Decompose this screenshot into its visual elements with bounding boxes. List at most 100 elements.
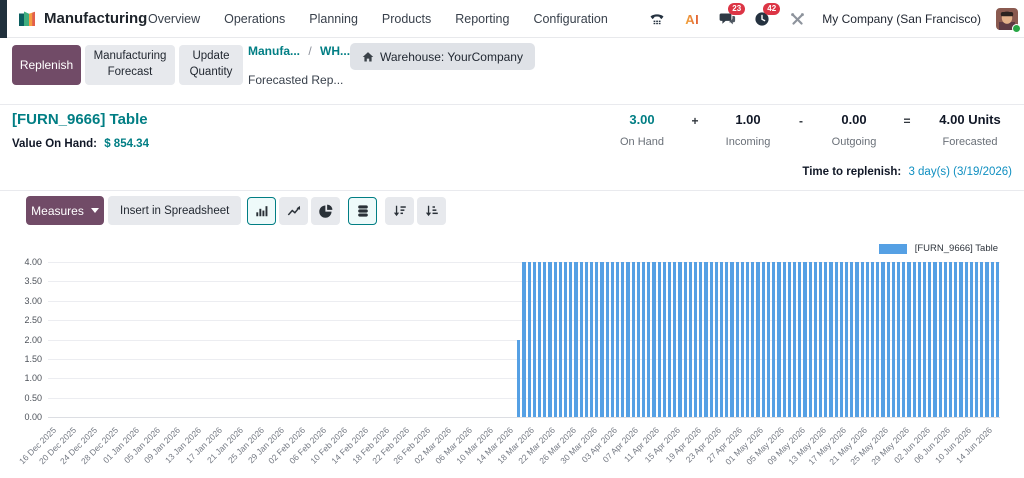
bar[interactable]: [766, 262, 771, 417]
bar[interactable]: [574, 262, 578, 417]
bar[interactable]: [527, 262, 531, 417]
activities-clock-icon[interactable]: 42: [752, 3, 781, 28]
bar[interactable]: [720, 262, 724, 417]
bar[interactable]: [694, 262, 698, 417]
bar[interactable]: [824, 262, 828, 417]
bar[interactable]: [943, 262, 947, 417]
bar[interactable]: [673, 262, 677, 417]
bar[interactable]: [912, 262, 916, 417]
nav-item-planning[interactable]: Planning: [309, 12, 358, 26]
bar[interactable]: [969, 262, 973, 417]
bar[interactable]: [761, 262, 765, 417]
bar[interactable]: [662, 262, 667, 417]
sort-ascending-button[interactable]: [417, 196, 447, 225]
bar[interactable]: [980, 262, 984, 417]
bar[interactable]: [782, 262, 786, 417]
nav-item-configuration[interactable]: Configuration: [533, 12, 608, 26]
bar[interactable]: [657, 262, 661, 417]
product-title[interactable]: [FURN_9666] Table: [12, 111, 148, 128]
bar[interactable]: [896, 262, 901, 417]
bar[interactable]: [881, 262, 885, 417]
bar[interactable]: [907, 262, 911, 417]
bar[interactable]: [621, 262, 625, 417]
nav-item-reporting[interactable]: Reporting: [455, 12, 510, 26]
bar[interactable]: [756, 262, 760, 417]
bar[interactable]: [808, 262, 812, 417]
bar[interactable]: [995, 262, 999, 417]
time-to-replenish-link[interactable]: 3 day(s) (3/19/2026): [908, 166, 1012, 178]
measures-button[interactable]: Measures: [26, 196, 104, 225]
bar[interactable]: [792, 262, 797, 417]
bar[interactable]: [834, 262, 838, 417]
bar[interactable]: [985, 262, 989, 417]
bar[interactable]: [709, 262, 713, 417]
bar[interactable]: [543, 262, 547, 417]
bar[interactable]: [777, 262, 781, 417]
manufacturing-forecast-button[interactable]: Manufacturing Forecast: [85, 45, 175, 85]
bar[interactable]: [683, 262, 687, 417]
bar[interactable]: [974, 262, 979, 417]
bar[interactable]: [954, 262, 958, 417]
nav-item-operations[interactable]: Operations: [224, 12, 286, 26]
bar[interactable]: [772, 262, 776, 417]
manufacturing-app-icon[interactable]: [16, 8, 38, 30]
bar[interactable]: [584, 262, 589, 417]
bar[interactable]: [855, 262, 859, 417]
replenish-button[interactable]: Replenish: [12, 45, 81, 85]
bar[interactable]: [870, 262, 875, 417]
bar[interactable]: [537, 262, 542, 417]
bar[interactable]: [553, 262, 557, 417]
bar[interactable]: [922, 262, 927, 417]
outgoing-value[interactable]: 0.00: [841, 112, 867, 127]
bar[interactable]: [668, 262, 672, 417]
bar[interactable]: [813, 262, 817, 417]
line-chart-button[interactable]: [279, 196, 309, 225]
bar[interactable]: [746, 262, 750, 417]
bar[interactable]: [959, 262, 963, 417]
bar[interactable]: [865, 262, 869, 417]
bar[interactable]: [798, 262, 802, 417]
bar[interactable]: [548, 262, 552, 417]
bar[interactable]: [990, 262, 994, 417]
bar[interactable]: [891, 262, 895, 417]
bar[interactable]: [522, 262, 526, 417]
bar[interactable]: [704, 262, 708, 417]
bar[interactable]: [532, 262, 536, 417]
bar[interactable]: [626, 262, 630, 417]
bar[interactable]: [850, 262, 854, 417]
bar[interactable]: [829, 262, 833, 417]
breadcrumb-link-2[interactable]: WH...: [320, 44, 351, 58]
bar[interactable]: [610, 262, 615, 417]
bar-chart-button[interactable]: [247, 196, 277, 225]
bar[interactable]: [595, 262, 599, 417]
bar[interactable]: [876, 262, 880, 417]
bar[interactable]: [600, 262, 604, 417]
bar[interactable]: [787, 262, 791, 417]
bar[interactable]: [564, 262, 568, 417]
bar[interactable]: [803, 262, 807, 417]
bar[interactable]: [590, 262, 594, 417]
incoming-value[interactable]: 1.00: [735, 112, 761, 127]
bar[interactable]: [558, 262, 563, 417]
nav-item-overview[interactable]: Overview: [148, 12, 201, 26]
tools-icon[interactable]: [787, 10, 807, 28]
app-name[interactable]: Manufacturing: [44, 10, 148, 27]
insert-in-spreadsheet-button[interactable]: Insert in Spreadsheet: [108, 196, 242, 225]
breadcrumb-link-1[interactable]: Manufa...: [248, 44, 301, 58]
update-quantity-button[interactable]: Update Quantity: [179, 45, 243, 85]
stacked-button[interactable]: [348, 196, 378, 225]
bar[interactable]: [938, 262, 942, 417]
bar[interactable]: [917, 262, 921, 417]
bar[interactable]: [652, 262, 656, 417]
bar[interactable]: [860, 262, 864, 417]
company-switcher[interactable]: My Company (San Francisco): [822, 12, 981, 26]
bar[interactable]: [933, 262, 937, 417]
bar[interactable]: [636, 262, 641, 417]
bar[interactable]: [647, 262, 651, 417]
bar[interactable]: [699, 262, 703, 417]
bar[interactable]: [730, 262, 734, 417]
bar[interactable]: [818, 262, 823, 417]
bar[interactable]: [902, 262, 906, 417]
bar[interactable]: [751, 262, 755, 417]
bar[interactable]: [642, 262, 646, 417]
